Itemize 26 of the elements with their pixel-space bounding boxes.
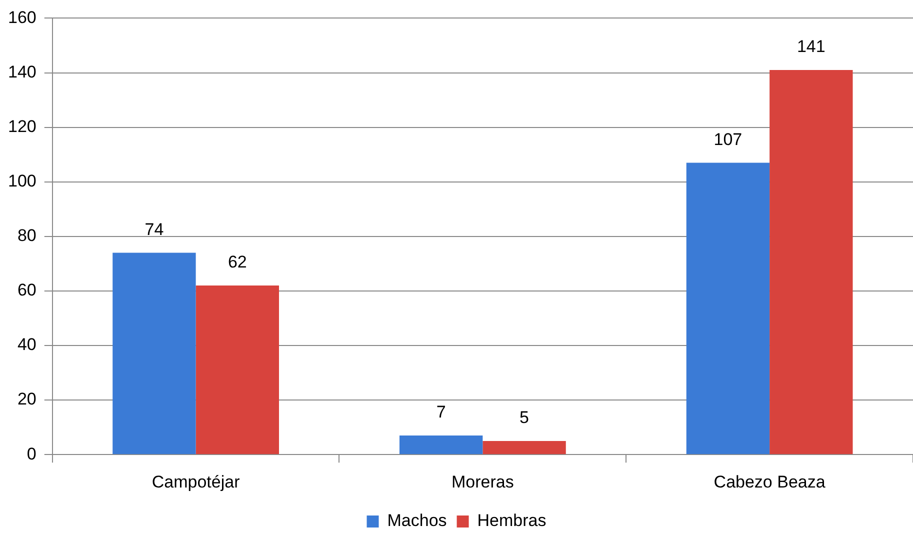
x-tick-label: Cabezo Beaza (714, 472, 826, 492)
data-label: 141 (796, 37, 826, 56)
legend-label: Hembras (477, 511, 546, 530)
x-tick-label: Moreras (452, 472, 514, 492)
bar (112, 252, 196, 454)
bar (770, 70, 853, 454)
y-tick-label: 0 (26, 444, 36, 464)
x-tick-label: Campotéjar (152, 472, 240, 492)
bar (196, 285, 279, 454)
y-tick-label: 140 (8, 62, 36, 82)
bar (482, 440, 566, 454)
y-tick-label: 20 (17, 390, 36, 409)
y-tick-label: 60 (17, 280, 36, 300)
y-tick-label: 160 (8, 8, 36, 27)
y-tick-label: 80 (17, 226, 36, 246)
data-label: 5 (520, 408, 530, 428)
data-label: 74 (144, 220, 164, 239)
data-label: 62 (228, 252, 247, 272)
data-label: 7 (436, 402, 446, 422)
legend-label: Machos (387, 511, 447, 530)
data-label: 107 (714, 130, 742, 149)
bar (399, 436, 483, 454)
bar (686, 162, 770, 454)
y-tick-label: 40 (17, 335, 36, 354)
y-tick-label: 100 (8, 172, 36, 191)
y-tick-label: 120 (8, 116, 36, 136)
